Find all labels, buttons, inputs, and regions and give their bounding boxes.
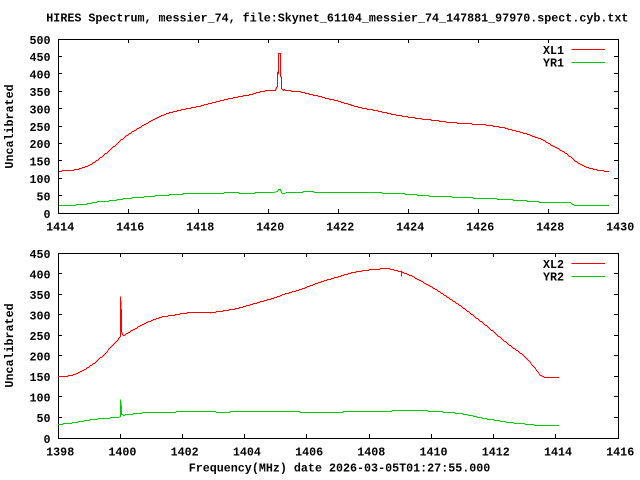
svg-text:1416: 1416 [606,446,634,460]
svg-text:YR1: YR1 [543,56,564,70]
svg-text:200: 200 [29,351,50,365]
svg-text:200: 200 [29,138,50,152]
svg-text:1414: 1414 [544,446,572,460]
svg-text:350: 350 [29,289,50,303]
svg-text:1416: 1416 [116,221,144,235]
svg-text:Frequency(MHz) date 2026-03-05: Frequency(MHz) date 2026-03-05T01:27:55.… [189,462,491,476]
svg-text:YR2: YR2 [543,270,564,284]
svg-text:1404: 1404 [233,446,261,460]
svg-text:1418: 1418 [186,221,214,235]
svg-text:300: 300 [29,103,50,117]
svg-text:1430: 1430 [606,221,634,235]
svg-text:1414: 1414 [46,221,74,235]
svg-text:100: 100 [29,392,50,406]
svg-text:0: 0 [43,208,50,222]
svg-text:XL2: XL2 [543,258,564,272]
svg-text:400: 400 [29,268,50,282]
svg-text:1406: 1406 [295,446,323,460]
svg-text:400: 400 [29,69,50,83]
svg-text:250: 250 [29,330,50,344]
svg-text:1410: 1410 [419,446,447,460]
svg-text:1426: 1426 [466,221,494,235]
svg-text:1428: 1428 [536,221,564,235]
svg-text:1420: 1420 [256,221,284,235]
svg-text:450: 450 [29,51,50,65]
svg-text:1398: 1398 [46,446,74,460]
svg-text:1422: 1422 [326,221,354,235]
svg-text:1408: 1408 [357,446,385,460]
svg-text:Uncalibrated: Uncalibrated [3,84,17,168]
svg-text:250: 250 [29,121,50,135]
svg-text:500: 500 [29,34,50,48]
svg-text:0: 0 [43,433,50,447]
svg-text:XL1: XL1 [543,44,564,58]
svg-text:450: 450 [29,248,50,262]
svg-text:Uncalibrated: Uncalibrated [3,303,17,387]
svg-text:300: 300 [29,310,50,324]
svg-text:350: 350 [29,86,50,100]
svg-text:50: 50 [36,190,50,204]
svg-text:1402: 1402 [171,446,199,460]
svg-text:HIRES Spectrum, messier_74, fi: HIRES Spectrum, messier_74, file:Skynet_… [46,11,628,25]
svg-text:150: 150 [29,156,50,170]
svg-text:1412: 1412 [482,446,510,460]
svg-text:1400: 1400 [108,446,136,460]
svg-text:150: 150 [29,371,50,385]
svg-text:1424: 1424 [396,221,424,235]
svg-text:100: 100 [29,173,50,187]
svg-text:50: 50 [36,412,50,426]
